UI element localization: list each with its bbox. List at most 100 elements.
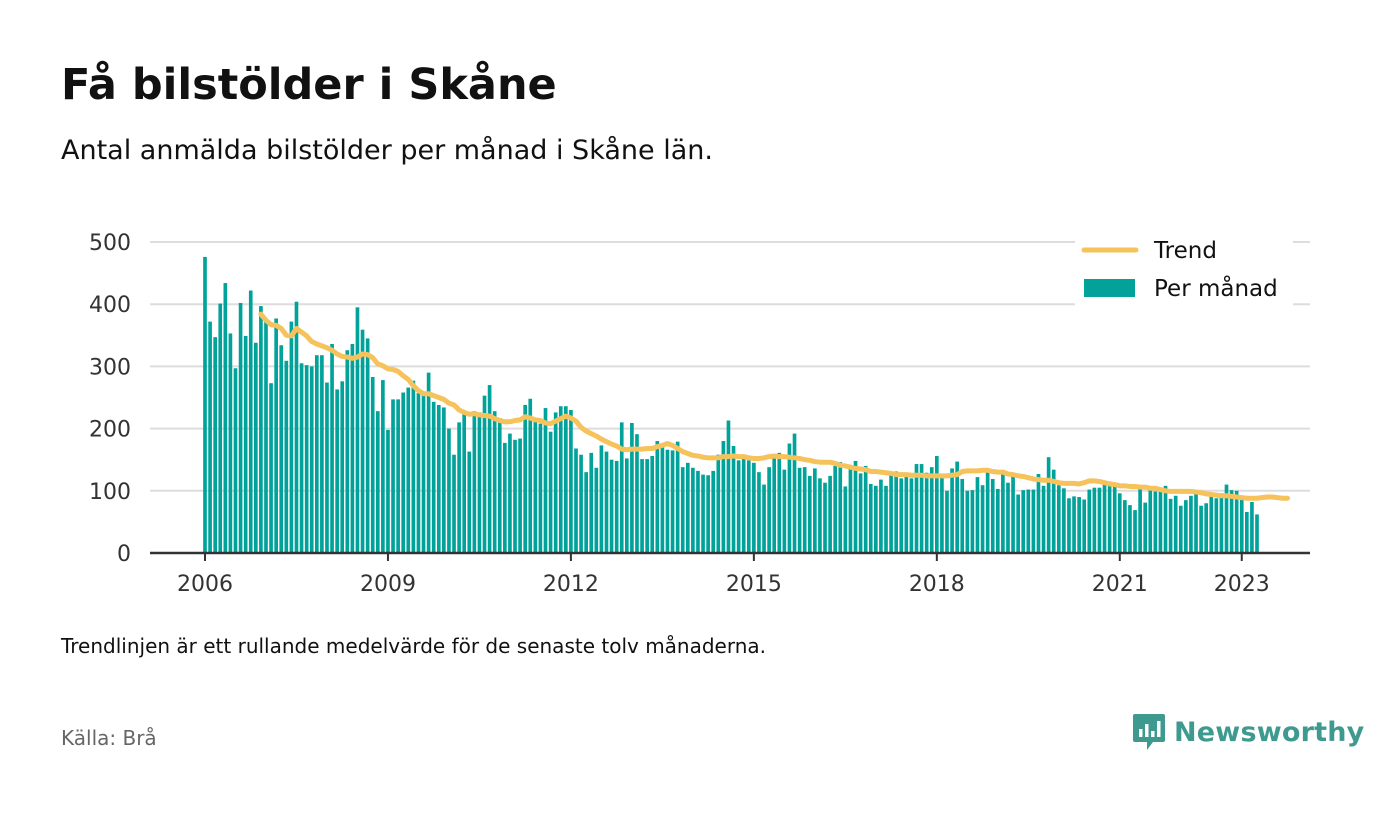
bar (569, 409, 573, 553)
bar (635, 434, 639, 553)
bar (528, 398, 533, 553)
bar (721, 441, 726, 553)
bar (330, 344, 334, 553)
bar (604, 451, 609, 553)
bar (360, 329, 365, 553)
bar (980, 485, 985, 553)
bar (950, 468, 954, 553)
bar (680, 467, 685, 553)
bar (1214, 498, 1219, 553)
bar (797, 467, 802, 553)
bar (238, 302, 243, 553)
bar (691, 467, 695, 553)
bar (1112, 482, 1117, 553)
newsworthy-logo[interactable]: Newsworthy (1132, 712, 1364, 752)
y-tick-label: 500 (89, 231, 131, 256)
bar (482, 395, 487, 553)
bar (416, 393, 421, 553)
bar (233, 368, 238, 553)
bar (325, 382, 329, 553)
bar (838, 462, 843, 553)
bar (1062, 488, 1066, 553)
legend-bar-label: Per månad (1154, 274, 1278, 302)
bar (975, 477, 980, 553)
bar (665, 449, 670, 553)
bar (218, 303, 223, 553)
bar (640, 459, 644, 553)
bar (1021, 490, 1026, 553)
bar (929, 467, 934, 553)
bar (1036, 474, 1041, 553)
bar-series (203, 256, 1259, 553)
bar (599, 445, 604, 553)
bar (538, 423, 543, 553)
bar (269, 383, 273, 553)
y-tick-label: 100 (89, 480, 131, 505)
bar-line-chart: 0 100 200 300 400 500 2006 2009 2012 2015 2018 202… (89, 231, 1310, 597)
bar (1082, 499, 1087, 553)
bar (716, 454, 721, 553)
bar (970, 490, 975, 553)
bar (807, 475, 812, 553)
bar (589, 452, 594, 553)
bar (436, 404, 441, 553)
bar (411, 380, 416, 553)
bar (574, 448, 578, 553)
bar (320, 355, 324, 553)
x-tick-label: 2009 (360, 572, 416, 597)
bar (518, 438, 522, 553)
bar (813, 468, 817, 553)
bar (279, 345, 284, 553)
bar (1056, 485, 1061, 553)
bar (1011, 474, 1015, 553)
bar (345, 350, 350, 553)
bar (213, 337, 217, 553)
bar (818, 478, 822, 553)
bar (660, 446, 665, 553)
bar (523, 404, 528, 553)
bar (1123, 500, 1127, 553)
bar (934, 455, 939, 553)
bar (650, 455, 655, 553)
bar (264, 320, 268, 553)
bar (746, 460, 751, 553)
trend-series (258, 311, 1290, 501)
bar (685, 462, 690, 553)
bar (706, 475, 710, 553)
bar (248, 290, 253, 553)
bar (228, 333, 233, 553)
bar (253, 342, 258, 553)
bar (543, 408, 548, 553)
bar (350, 344, 355, 553)
bar (772, 455, 777, 553)
bar (472, 411, 477, 553)
y-tick-labels: 0 100 200 300 400 500 (89, 231, 131, 567)
bar (995, 488, 1000, 553)
bar (914, 464, 919, 553)
bar (645, 459, 649, 553)
bar (711, 470, 716, 553)
bar (1001, 472, 1005, 553)
y-tick-label: 300 (89, 355, 131, 380)
bar (1255, 514, 1259, 553)
bar (492, 411, 497, 553)
bar (477, 412, 482, 553)
bar (782, 469, 787, 553)
bar (614, 460, 619, 553)
x-tick-label: 2006 (177, 572, 233, 597)
bar (843, 486, 848, 553)
bar (223, 283, 228, 553)
bar (508, 433, 512, 553)
bar (564, 406, 568, 553)
bar (1051, 469, 1056, 553)
bar (1092, 487, 1097, 553)
bar (584, 472, 588, 553)
bar (919, 464, 924, 553)
bar (909, 478, 914, 553)
bar (619, 422, 624, 553)
bar (1163, 485, 1168, 553)
bar (1026, 489, 1031, 553)
bar (630, 423, 634, 553)
bar (726, 420, 731, 553)
x-tick-label: 2023 (1214, 572, 1270, 597)
